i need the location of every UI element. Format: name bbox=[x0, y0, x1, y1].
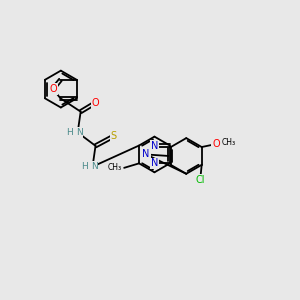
Text: N: N bbox=[151, 158, 158, 168]
Text: H: H bbox=[66, 128, 73, 137]
Text: N: N bbox=[91, 162, 98, 171]
Text: H: H bbox=[81, 162, 88, 171]
Text: S: S bbox=[110, 131, 116, 141]
Text: CH₃: CH₃ bbox=[221, 138, 236, 147]
Text: CH₃: CH₃ bbox=[108, 163, 122, 172]
Text: O: O bbox=[212, 139, 220, 149]
Text: O: O bbox=[49, 84, 57, 94]
Text: O: O bbox=[92, 98, 99, 108]
Text: Cl: Cl bbox=[196, 175, 205, 185]
Text: N: N bbox=[76, 128, 83, 137]
Text: N: N bbox=[142, 149, 150, 160]
Text: N: N bbox=[151, 140, 158, 151]
